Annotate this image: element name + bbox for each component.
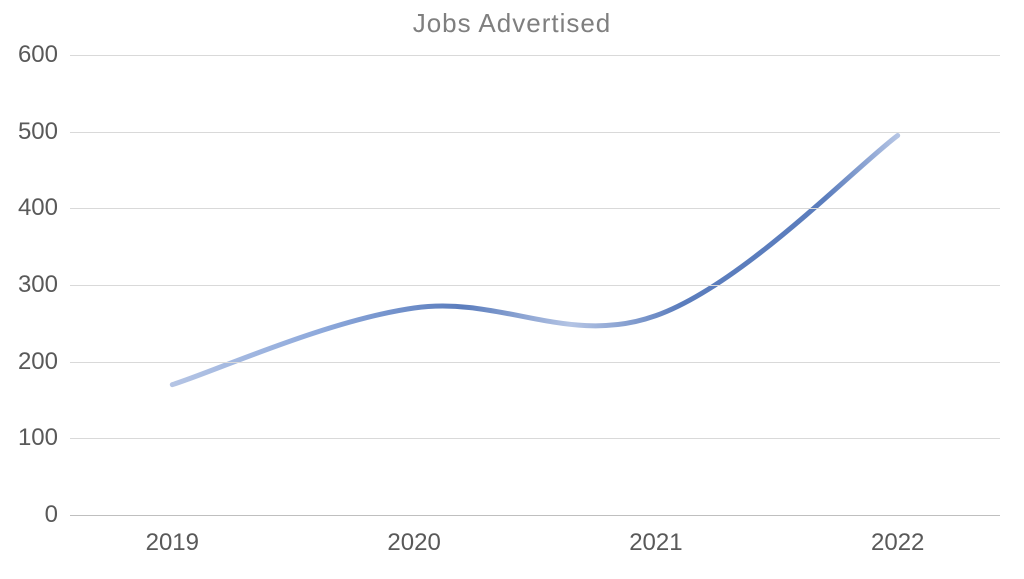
gridline <box>70 208 1000 209</box>
y-tick-label: 100 <box>18 424 70 452</box>
x-tick-label: 2021 <box>629 515 682 557</box>
gridline <box>70 515 1000 516</box>
y-tick-label: 200 <box>18 348 70 376</box>
y-tick-label: 300 <box>18 271 70 299</box>
series-line <box>172 136 897 385</box>
x-tick-label: 2020 <box>387 515 440 557</box>
chart-title: Jobs Advertised <box>0 8 1024 39</box>
x-tick-label: 2019 <box>146 515 199 557</box>
y-tick-label: 0 <box>45 501 70 529</box>
gridline <box>70 285 1000 286</box>
gridline <box>70 55 1000 56</box>
gridline <box>70 362 1000 363</box>
plot-area: 01002003004005006002019202020212022 <box>70 55 1000 515</box>
jobs-advertised-chart: Jobs Advertised 010020030040050060020192… <box>0 0 1024 579</box>
gridline <box>70 438 1000 439</box>
gridline <box>70 132 1000 133</box>
y-tick-label: 400 <box>18 194 70 222</box>
y-tick-label: 500 <box>18 118 70 146</box>
x-tick-label: 2022 <box>871 515 924 557</box>
y-tick-label: 600 <box>18 41 70 69</box>
